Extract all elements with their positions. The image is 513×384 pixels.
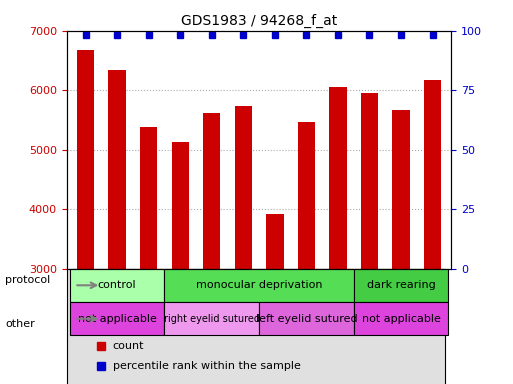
Text: GSM101691: GSM101691 <box>301 271 311 330</box>
Bar <box>234 106 252 268</box>
Text: count: count <box>113 341 144 351</box>
Text: GSM101698: GSM101698 <box>396 271 406 330</box>
FancyBboxPatch shape <box>70 302 165 336</box>
Text: GSM101693: GSM101693 <box>175 271 185 330</box>
Text: right eyelid sutured: right eyelid sutured <box>164 314 260 324</box>
Bar <box>77 50 94 268</box>
Text: GSM101690: GSM101690 <box>270 271 280 330</box>
Text: control: control <box>98 280 136 290</box>
Text: other: other <box>5 319 35 329</box>
Text: GSM101701: GSM101701 <box>81 271 91 331</box>
Text: left eyelid sutured: left eyelid sutured <box>255 314 357 324</box>
Bar <box>329 87 347 268</box>
Text: GSM101694: GSM101694 <box>207 271 217 330</box>
Bar <box>424 80 441 268</box>
Text: not applicable: not applicable <box>77 314 156 324</box>
Text: monocular deprivation: monocular deprivation <box>196 280 322 290</box>
Bar <box>203 113 221 268</box>
FancyBboxPatch shape <box>353 302 448 336</box>
Bar <box>361 93 378 268</box>
Bar <box>140 127 157 268</box>
Text: not applicable: not applicable <box>362 314 441 324</box>
FancyBboxPatch shape <box>165 302 259 336</box>
FancyBboxPatch shape <box>70 268 165 302</box>
Bar <box>266 214 284 268</box>
Bar <box>171 142 189 268</box>
Bar <box>392 110 410 268</box>
Text: GSM101695: GSM101695 <box>239 271 248 331</box>
Bar <box>67 268 445 384</box>
FancyBboxPatch shape <box>353 268 448 302</box>
FancyBboxPatch shape <box>259 302 353 336</box>
Text: GSM101697: GSM101697 <box>364 271 374 331</box>
FancyBboxPatch shape <box>165 268 353 302</box>
Bar <box>298 122 315 268</box>
Title: GDS1983 / 94268_f_at: GDS1983 / 94268_f_at <box>181 14 337 28</box>
Text: GSM101699: GSM101699 <box>427 271 438 330</box>
Text: GSM101702: GSM101702 <box>112 271 122 331</box>
Bar <box>108 70 126 268</box>
Text: GSM101703: GSM101703 <box>144 271 154 331</box>
Text: GSM101692: GSM101692 <box>333 271 343 331</box>
Text: dark rearing: dark rearing <box>367 280 436 290</box>
Text: protocol: protocol <box>5 275 50 285</box>
Text: percentile rank within the sample: percentile rank within the sample <box>113 361 301 371</box>
